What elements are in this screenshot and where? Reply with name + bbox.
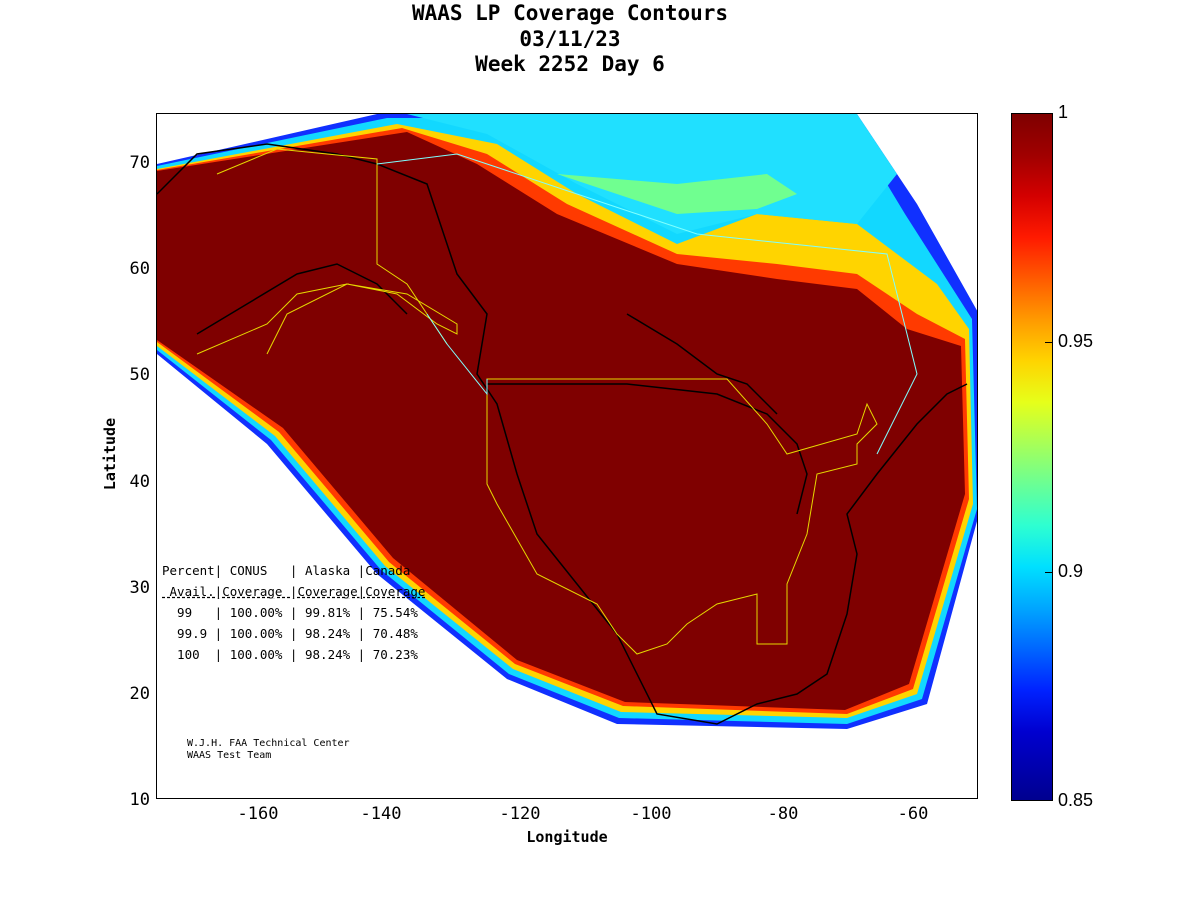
colorbar-tick-mark	[1045, 572, 1053, 573]
colorbar-tick-label: 1	[1058, 102, 1069, 122]
coverage-map	[157, 114, 977, 729]
colorbar-tick-label: 0.95	[1058, 331, 1094, 351]
coverage-table: Percent| CONUS | Alaska |Canada Avail.|C…	[162, 560, 425, 665]
y-tick-label: 40	[129, 472, 150, 492]
y-tick-label: 10	[129, 790, 150, 810]
table-header: Percent| CONUS | Alaska |Canada	[162, 563, 411, 578]
y-tick-label: 70	[129, 153, 150, 173]
credit-line: WAAS Test Team	[187, 750, 272, 761]
coverage-band-arctic-green	[557, 174, 797, 214]
colorbar-tick-mark	[1045, 800, 1053, 801]
colorbar-tick-mark	[1045, 113, 1053, 114]
x-tick-label: -60	[897, 804, 929, 824]
map-plot-area	[156, 113, 978, 799]
credit-text: W.J.H. FAA Technical Center WAAS Test Tea…	[187, 738, 350, 762]
coastlines	[157, 143, 968, 725]
colorbar-tick-label: 0.85	[1058, 790, 1094, 810]
coverage-band-arctic-cyan	[407, 114, 897, 234]
x-tick-label: -140	[360, 804, 402, 824]
y-tick-label: 30	[129, 578, 150, 598]
region-boundaries-alt	[376, 153, 918, 455]
x-tick-label: -120	[499, 804, 541, 824]
y-axis-label: Latitude	[101, 417, 119, 491]
table-row: 100 | 100.00% | 98.24% | 70.23%	[162, 647, 418, 662]
x-tick-label: -100	[630, 804, 672, 824]
y-tick-label: 60	[129, 259, 150, 279]
y-tick-label: 50	[129, 365, 150, 385]
y-tick-label: 20	[129, 684, 150, 704]
chart-title: WAAS LP Coverage Contours	[411, 1, 729, 25]
x-axis-label: Longitude	[526, 828, 608, 846]
chart-date: 03/11/23	[519, 27, 621, 51]
table-row: 99.9 | 100.00% | 98.24% | 70.48%	[162, 626, 418, 641]
table-row: 99 | 100.00% | 99.81% | 75.54%	[162, 605, 418, 620]
credit-line: W.J.H. FAA Technical Center	[187, 738, 350, 749]
x-tick-label: -80	[767, 804, 799, 824]
colorbar	[1011, 113, 1053, 801]
x-tick-label: -160	[237, 804, 279, 824]
colorbar-tick-mark	[1045, 342, 1053, 343]
coverage-band-full	[157, 132, 965, 710]
chart-week: Week 2252 Day 6	[475, 52, 665, 76]
colorbar-tick-label: 0.9	[1058, 561, 1084, 581]
table-header: Avail.|Coverage |Coverage|Coverage	[162, 584, 426, 599]
